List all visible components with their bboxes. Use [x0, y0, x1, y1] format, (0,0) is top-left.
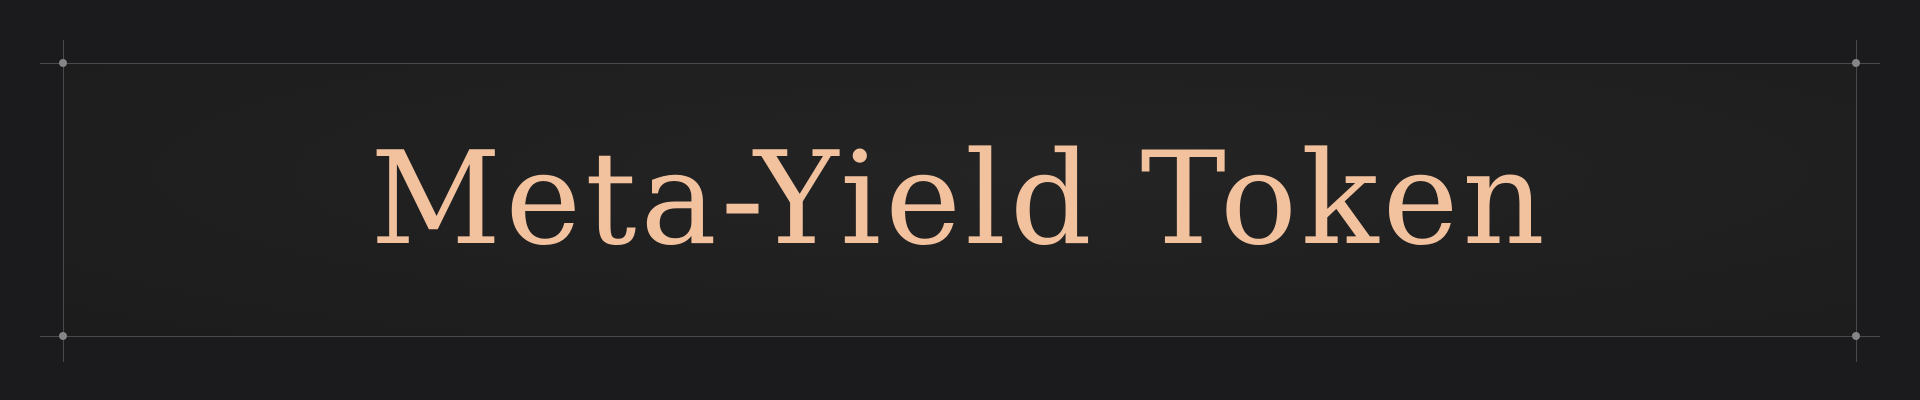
- corner-marker-bottom-left: [59, 332, 67, 340]
- guide-line-right: [1856, 40, 1857, 362]
- corner-marker-top-right: [1852, 59, 1860, 67]
- corner-marker-top-left: [59, 59, 67, 67]
- banner-panel: [63, 63, 1856, 336]
- guide-line-top: [40, 63, 1880, 64]
- guide-line-bottom: [40, 336, 1880, 337]
- corner-marker-bottom-right: [1852, 332, 1860, 340]
- banner-title: Meta-Yield Token: [370, 124, 1549, 274]
- guide-line-left: [63, 40, 64, 362]
